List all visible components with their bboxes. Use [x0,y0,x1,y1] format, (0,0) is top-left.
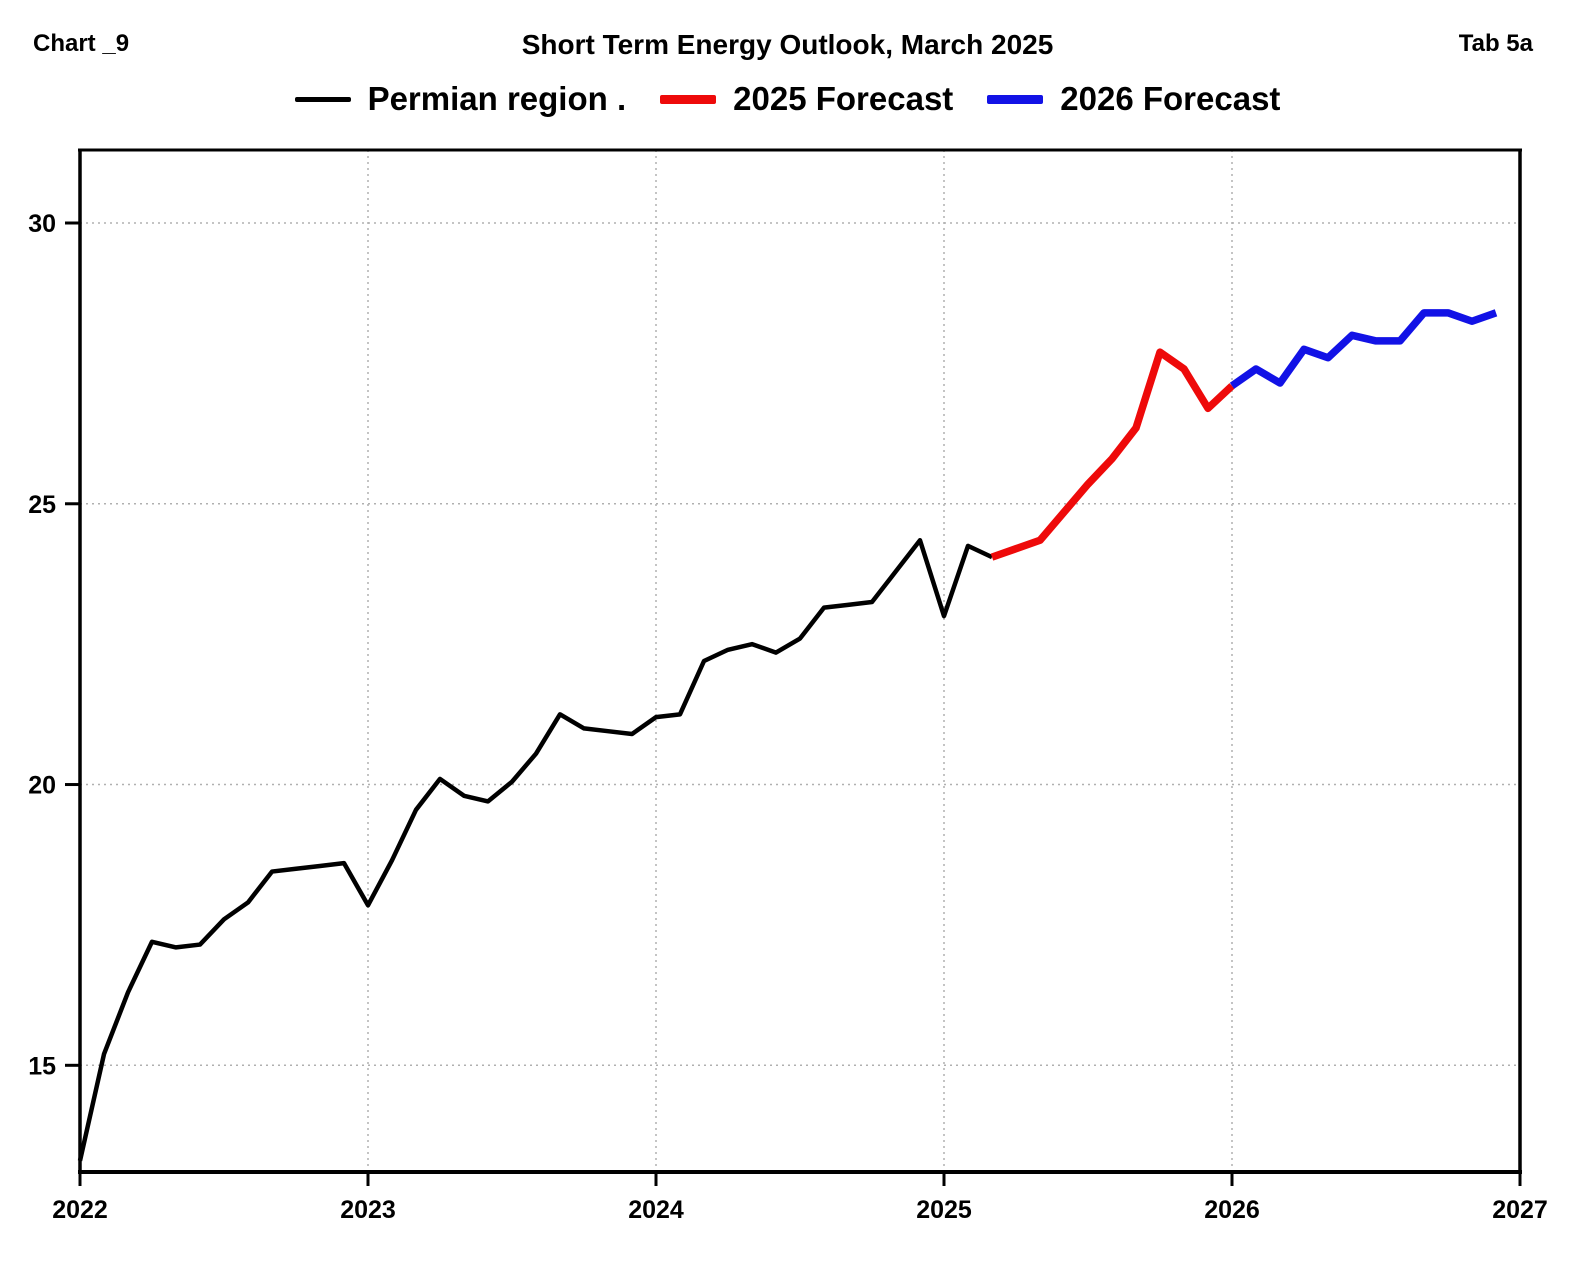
x-tick-label-2022: 2022 [52,1196,108,1224]
legend-item-2025-forecast: 2025 Forecast [660,80,953,118]
y-tick-label-30: 30 [28,210,56,238]
legend-label-2026-forecast: 2026 Forecast [1060,80,1281,117]
legend-item-permian-region: Permian region . [294,80,627,118]
chart-id-label: Chart _9 [33,30,130,57]
tab-label: Tab 5a [1458,30,1533,57]
x-tick-label-2027: 2027 [1492,1196,1548,1224]
x-tick-label-2023: 2023 [340,1196,396,1224]
legend-swatch-2026-forecast-icon [987,94,1044,104]
series-permian-region [77,538,993,1162]
legend-swatch-2025-forecast-icon [660,94,717,104]
y-tick-label-20: 20 [28,772,56,800]
y-tick-label-15: 15 [28,1052,56,1080]
legend: Permian region . 2025 Forecast 2026 Fore… [0,80,1575,118]
legend-item-2026-forecast: 2026 Forecast [987,80,1280,118]
y-tick-label-25: 25 [28,491,56,519]
x-tick-label-2026: 2026 [1204,1196,1260,1224]
series-2026-forecast [1229,309,1498,389]
legend-label-permian-region: Permian region . [367,80,627,117]
series-2025-forecast [990,348,1235,561]
x-tick-label-2024: 2024 [628,1196,684,1224]
x-tick-label-2025: 2025 [916,1196,972,1224]
page-title: Short Term Energy Outlook, March 2025 [521,29,1054,60]
legend-label-2025-forecast: 2025 Forecast [733,80,954,117]
legend-swatch-permian-region-icon [294,96,351,102]
